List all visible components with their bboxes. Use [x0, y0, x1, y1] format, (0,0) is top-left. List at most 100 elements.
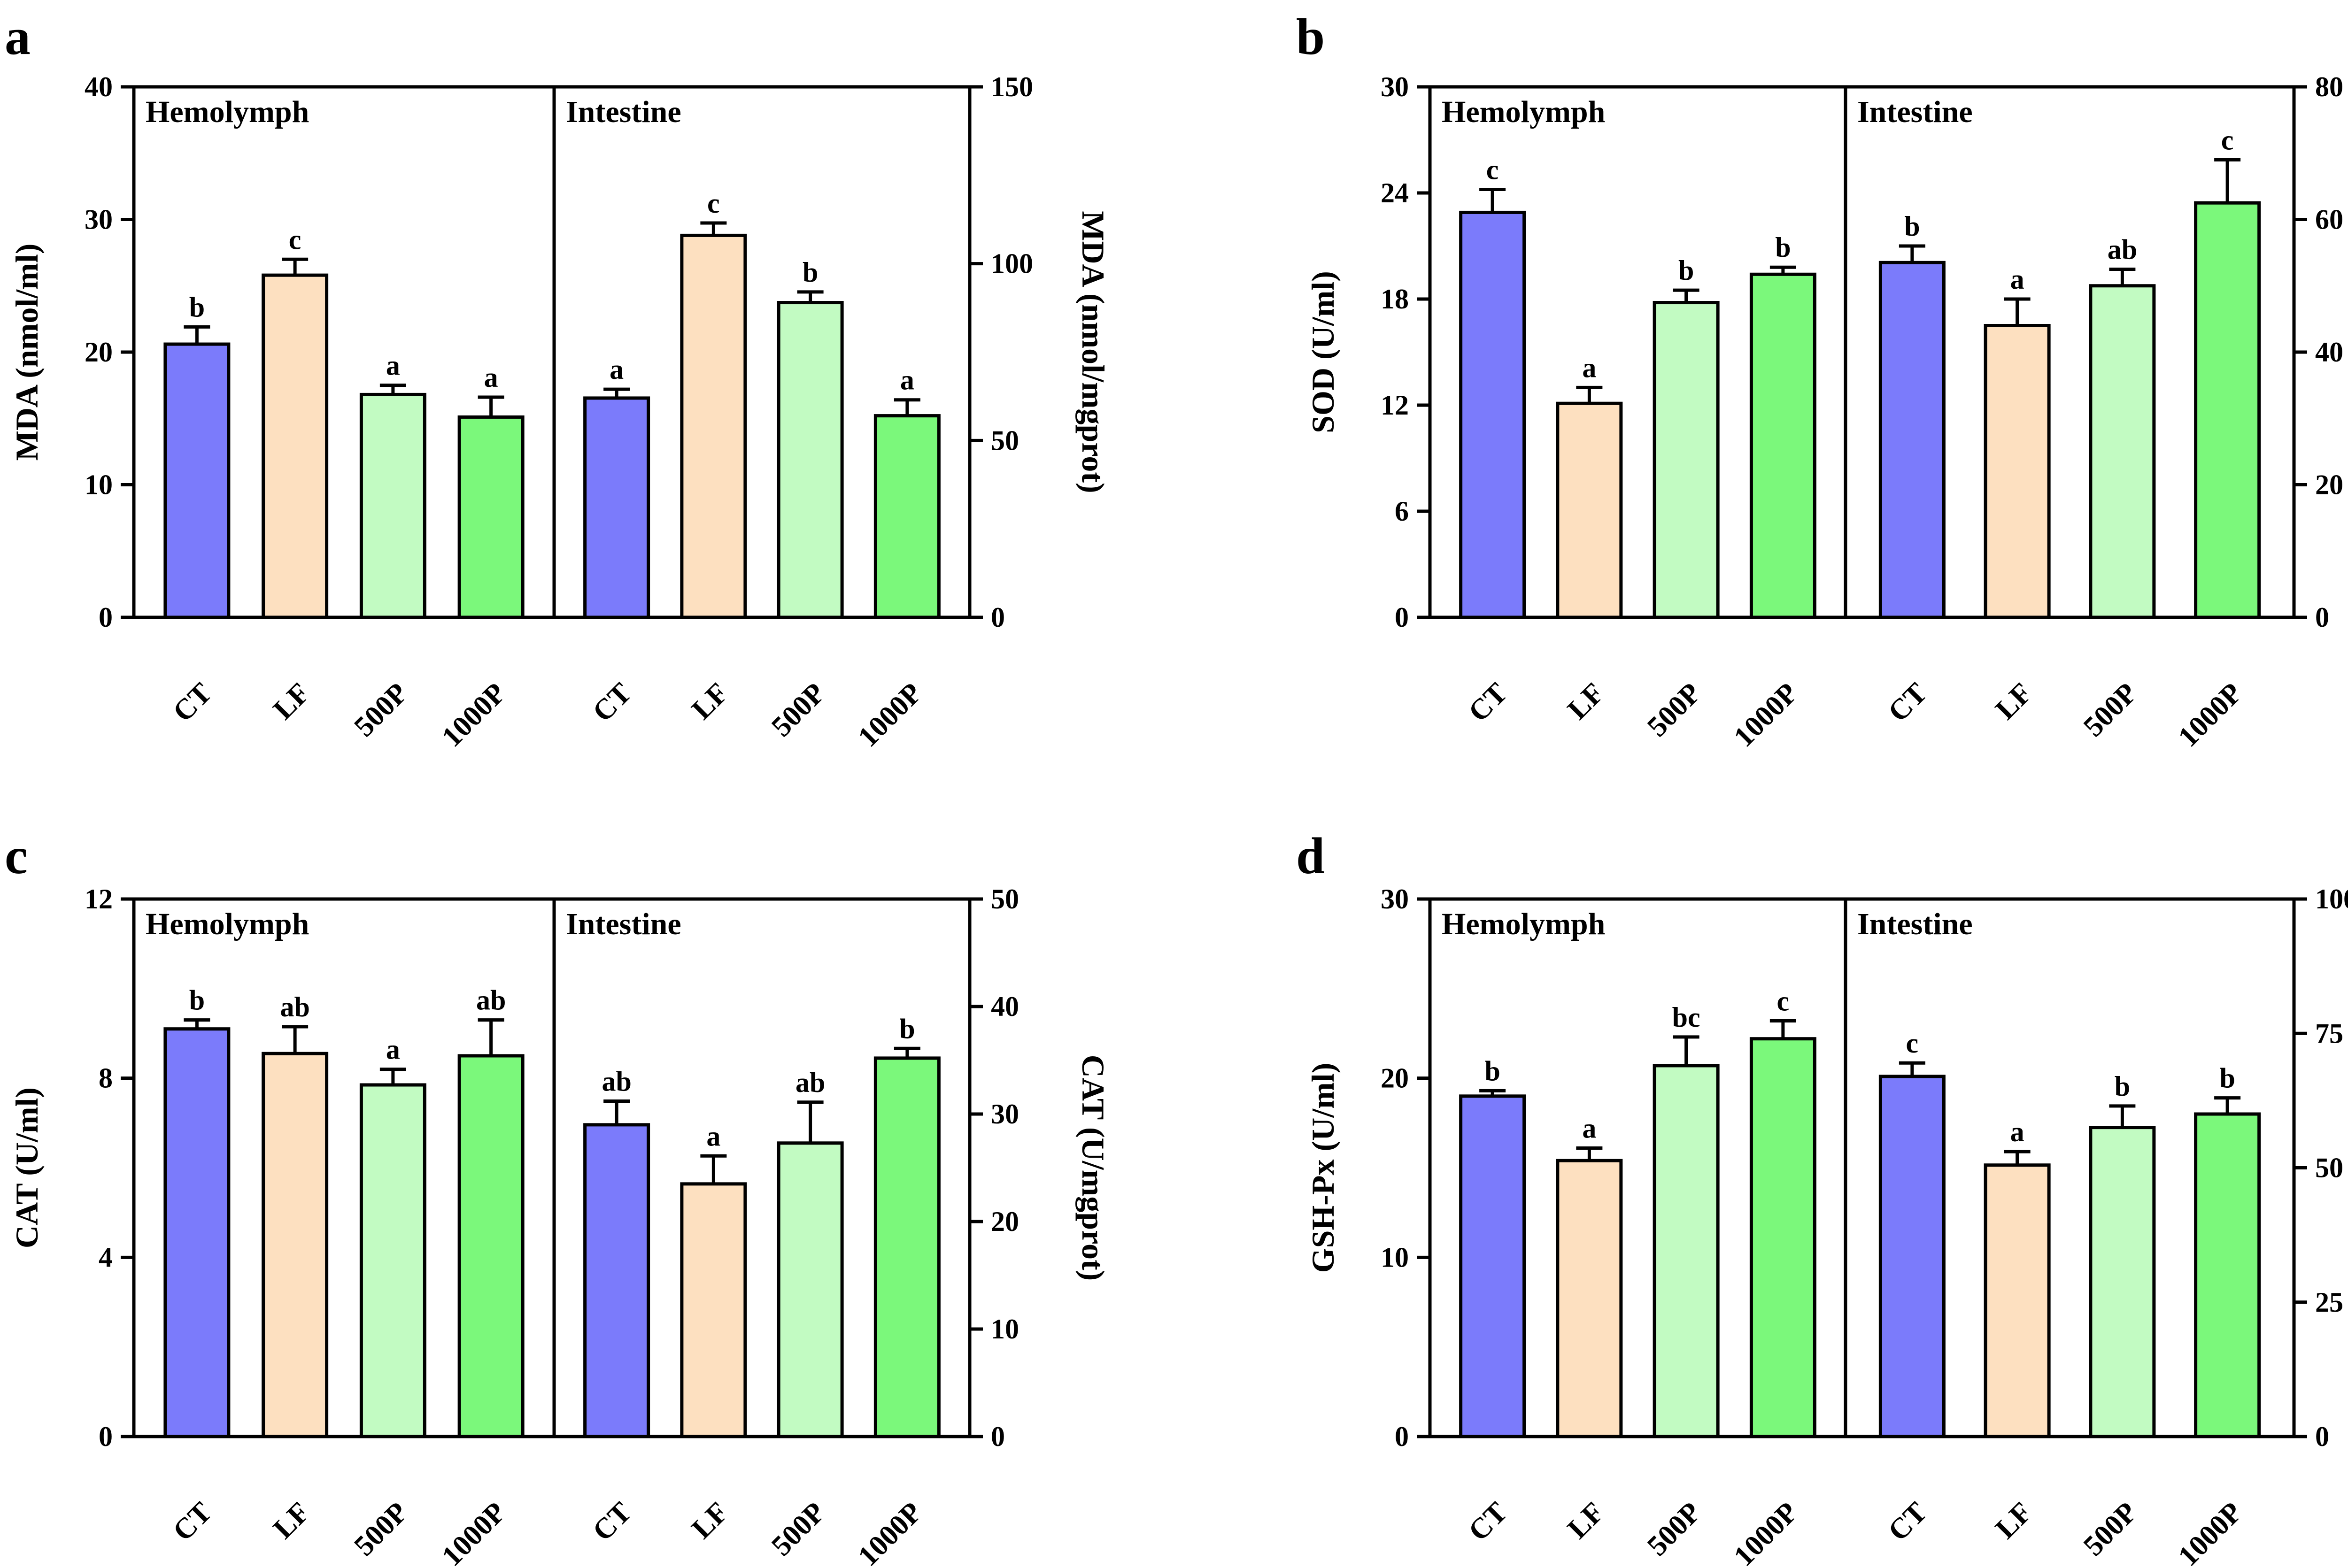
bar-500p: [777, 301, 844, 619]
bar-1000p: [1749, 272, 1816, 619]
y-tick-label: 30: [85, 204, 113, 235]
x-category-label: CT: [1462, 677, 1514, 728]
section-title: Intestine: [566, 95, 681, 129]
section-title: Intestine: [1857, 95, 1973, 129]
bar-ct: [163, 1027, 231, 1438]
x-category-label: 500P: [765, 677, 832, 743]
x-category-label: LF: [686, 677, 734, 726]
y-tick-label: 10: [1381, 1242, 1409, 1273]
y-tick-label: 0: [1395, 1421, 1409, 1452]
bar-1000p: [1749, 1037, 1816, 1438]
significance-letter: ab: [602, 1066, 631, 1097]
x-category-label: 500P: [1641, 677, 1707, 743]
y-tick-label: 20: [991, 1206, 1019, 1237]
y-axis-label-left: GSH-Px (U/ml): [1305, 1063, 1341, 1273]
bar-500p: [359, 392, 426, 619]
bar-500p: [1653, 301, 1720, 619]
bar-1000p: [2194, 1112, 2261, 1438]
significance-letter: a: [484, 362, 498, 393]
bar-lf: [1984, 324, 2051, 619]
x-category-label: CT: [1462, 1496, 1514, 1547]
y-tick-label: 50: [2315, 1153, 2343, 1184]
significance-letter: b: [2115, 1071, 2130, 1102]
y-tick-label: 20: [1381, 1063, 1409, 1094]
y-tick-label: 12: [85, 884, 113, 915]
bar-lf: [262, 273, 329, 619]
x-category-label: LF: [1561, 677, 1610, 726]
x-category-label: 500P: [2078, 1496, 2144, 1562]
section-title: Hemolymph: [146, 95, 309, 129]
significance-letter: a: [900, 365, 914, 396]
significance-letter: ab: [280, 992, 309, 1022]
x-category-label: 500P: [765, 1496, 832, 1562]
x-category-label: 500P: [2078, 677, 2144, 743]
bar-ct: [1459, 210, 1526, 619]
y-tick-label: 0: [2315, 1421, 2329, 1452]
y-tick-label: 100: [2315, 884, 2348, 915]
significance-letter: b: [1484, 1055, 1500, 1086]
y-tick-label: 10: [85, 469, 113, 500]
bar-ct: [583, 1123, 650, 1438]
y-tick-label: 80: [2315, 71, 2343, 102]
section-title: Hemolymph: [146, 907, 309, 941]
y-tick-label: 20: [2315, 469, 2343, 500]
significance-letter: b: [1678, 255, 1694, 286]
bar-500p: [777, 1141, 844, 1438]
y-tick-label: 12: [1381, 390, 1409, 421]
x-category-label: LF: [1561, 1496, 1610, 1545]
significance-letter: b: [189, 292, 205, 323]
bar-500p: [2089, 284, 2156, 619]
significance-letter: b: [2219, 1063, 2235, 1094]
y-axis-label-left: CAT (U/ml): [9, 1087, 45, 1248]
bar-1000p: [457, 1054, 525, 1438]
bar-lf: [680, 233, 747, 619]
y-tick-label: 30: [1381, 884, 1409, 915]
y-tick-label: 25: [2315, 1287, 2343, 1318]
bar-1000p: [2194, 201, 2261, 619]
y-axis-label-left: SOD (U/ml): [1305, 271, 1341, 433]
section-title: Intestine: [566, 907, 681, 941]
significance-letter: c: [2221, 124, 2234, 155]
y-axis-label-right: MDA (nmol/mgprot): [1075, 211, 1111, 493]
x-category-label: CT: [1882, 677, 1933, 728]
x-category-label: 1000P: [1728, 677, 1804, 753]
y-tick-label: 6: [1395, 496, 1409, 527]
y-tick-label: 100: [991, 248, 1033, 279]
significance-letter: a: [610, 354, 624, 385]
significance-letter: c: [707, 188, 720, 219]
y-tick-label: 50: [991, 884, 1019, 915]
y-tick-label: 75: [2315, 1018, 2343, 1049]
y-tick-label: 40: [2315, 337, 2343, 368]
bar-1000p: [873, 414, 941, 619]
significance-letter: a: [386, 1034, 400, 1065]
significance-letter: c: [1777, 986, 1790, 1017]
significance-letter: b: [803, 257, 818, 288]
significance-letter: c: [289, 224, 301, 255]
significance-letter: c: [1906, 1028, 1919, 1059]
y-tick-label: 4: [99, 1242, 113, 1273]
y-tick-label: 0: [991, 1421, 1005, 1452]
bar-ct: [1878, 1075, 1946, 1438]
bar-lf: [1984, 1163, 2051, 1438]
y-tick-label: 0: [1395, 602, 1409, 633]
significance-letter: a: [2010, 264, 2024, 295]
x-category-label: LF: [267, 677, 316, 726]
panel-b-sod: b Hemolymph 0 6 12 18 24 30 SOD (U/ml) c CT a LF b 500…: [1296, 8, 2343, 753]
panel-letter: d: [1296, 827, 1325, 884]
bar-500p: [1653, 1064, 1720, 1438]
panel-letter: a: [5, 8, 31, 65]
x-category-label: 500P: [348, 677, 414, 743]
significance-letter: c: [1486, 154, 1499, 185]
y-tick-label: 40: [85, 71, 113, 102]
bar-lf: [1556, 401, 1623, 619]
bar-lf: [680, 1182, 747, 1438]
significance-letter: b: [1775, 232, 1791, 263]
significance-letter: bc: [1672, 1002, 1700, 1033]
bar-ct: [1878, 261, 1946, 619]
x-category-label: 1000P: [852, 1496, 928, 1568]
bar-lf: [1556, 1159, 1623, 1438]
bar-1000p: [873, 1056, 941, 1438]
